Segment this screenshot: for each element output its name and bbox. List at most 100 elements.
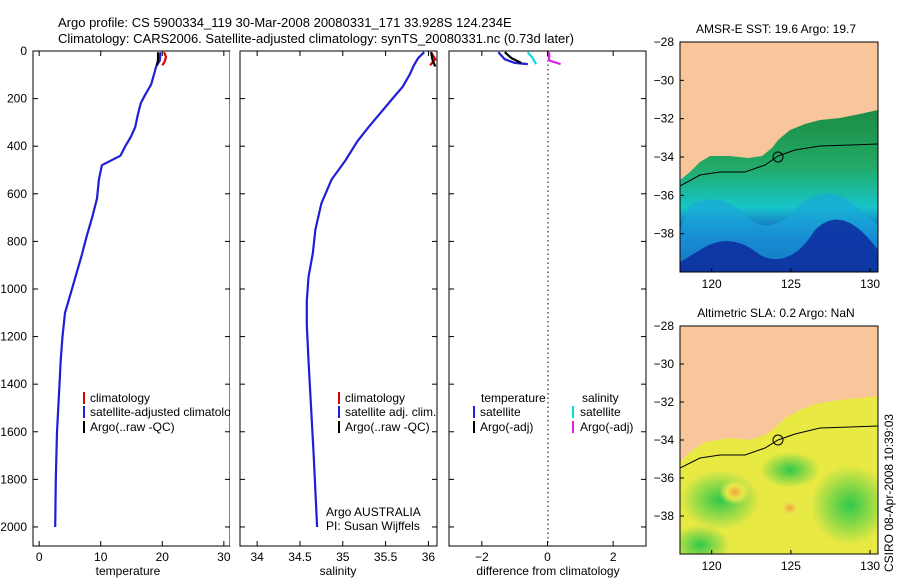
xtick-label: 0 <box>544 550 551 564</box>
ytick-label: 2000 <box>0 520 27 534</box>
series-line-salinity-satellite <box>526 51 537 65</box>
sla-map-ticks: 120 125 130 −28 −30 −32 −34 −36 −38 <box>654 319 881 573</box>
annotation-argo-australia: Argo AUSTRALIA <box>326 505 421 519</box>
xtick-label: 10 <box>94 550 108 564</box>
header-line2: Climatology: CARS2006. Satellite-adjuste… <box>58 31 574 46</box>
series-line-temperature-satellite <box>497 51 528 66</box>
xtick-label: 2 <box>610 550 617 564</box>
sst-map-field <box>680 42 878 272</box>
ytick-label: 800 <box>7 234 27 248</box>
sla-low-west <box>680 470 760 530</box>
xtick-label: 30 <box>217 550 231 564</box>
difference-legend: temperature salinity satellite Argo(-adj… <box>473 391 633 434</box>
salinity-axes-frame <box>239 50 438 547</box>
ytick-label: 1600 <box>0 425 27 439</box>
map-xtick-label: 120 <box>702 559 722 573</box>
sst-map-ticks: 120 125 130 −28 −30 −32 −34 −36 −38 <box>654 35 881 291</box>
xtick-label: 0 <box>36 550 43 564</box>
series-line-argo-raw-qc- <box>429 51 437 67</box>
xtick-label: 36 <box>422 550 436 564</box>
series-line-temperature-argo-adj- <box>504 51 522 64</box>
sst-map-panel: AMSR-E SST: 19.6 Argo: 19.7 120 125 130 −28… <box>654 22 881 291</box>
sla-map-title: Altimetric SLA: 0.2 Argo: NaN <box>697 306 854 320</box>
temperature-panel: 0 10 20 30 0 200 400 600 800 1000 1200 1400 1600 1800… <box>0 44 243 578</box>
difference-xlabel: difference from climatology <box>476 564 619 578</box>
map-ytick-label: −34 <box>654 433 675 447</box>
map-ytick-label: −36 <box>654 471 675 485</box>
sla-high-2 <box>776 496 804 520</box>
sla-contour <box>680 425 878 469</box>
xtick-label: 34 <box>250 550 264 564</box>
legend-temp-satellite: satellite <box>480 405 521 419</box>
temperature-xlabel: temperature <box>96 564 161 578</box>
xtick-label: −2 <box>475 550 489 564</box>
map-xtick-label: 125 <box>781 277 801 291</box>
legend-sal-argo: Argo(-adj) <box>580 420 633 434</box>
ytick-label: 600 <box>7 187 27 201</box>
salinity-legend: climatology satellite adj. clim. Argo(..… <box>338 391 436 434</box>
map-ytick-label: −38 <box>654 509 675 523</box>
ytick-label: 400 <box>7 139 27 153</box>
temperature-series <box>54 51 168 528</box>
header-line1: Argo profile: CS 5900334_119 30-Mar-2008… <box>58 15 512 30</box>
ytick-label: 1200 <box>0 330 27 344</box>
difference-series <box>497 51 561 66</box>
ytick-label: 1800 <box>0 472 27 486</box>
sla-argo-marker <box>772 434 784 446</box>
map-xtick-label: 130 <box>860 559 880 573</box>
series-line-satellite-adjusted-climatology <box>54 52 162 528</box>
temperature-axes-frame <box>32 50 231 547</box>
temperature-legend-clip <box>230 51 240 546</box>
xtick-label: 35.5 <box>374 550 398 564</box>
map-ytick-label: −38 <box>654 227 675 241</box>
map-xtick-label: 120 <box>702 277 722 291</box>
sla-low-east <box>810 465 878 545</box>
ytick-label: 1000 <box>0 282 27 296</box>
sla-high-1 <box>719 479 751 505</box>
annotation-pi: PI: Susan Wijffels <box>326 519 420 533</box>
xtick-label: 34.5 <box>288 550 312 564</box>
series-line-salinity-argo-adj- <box>548 52 561 66</box>
legend-title-temperature: temperature <box>481 391 546 405</box>
salinity-xlabel: salinity <box>320 564 357 578</box>
map-ytick-label: −32 <box>654 112 675 126</box>
sst-map-title: AMSR-E SST: 19.6 Argo: 19.7 <box>696 22 856 36</box>
legend-climatology: climatology <box>90 391 150 405</box>
ytick-label: 1400 <box>0 377 27 391</box>
credit-text: CSIRO 08-Apr-2008 10:39:03 <box>882 414 896 572</box>
sla-map-panel: Altimetric SLA: 0.2 Argo: NaN 120 125 130 −… <box>654 306 881 573</box>
legend-argo: Argo(..raw -QC) <box>90 420 175 434</box>
legend-sat-adj: satellite adj. clim. <box>345 405 436 419</box>
map-ytick-label: −28 <box>654 35 675 49</box>
temperature-ticks: 0 10 20 30 0 200 400 600 800 1000 1200 1400 1600 1800… <box>0 44 231 564</box>
sla-low-mid <box>760 452 820 488</box>
map-xtick-label: 125 <box>781 559 801 573</box>
difference-panel: −2 0 2 difference from climatology tempera… <box>448 50 647 578</box>
xtick-label: 20 <box>156 550 170 564</box>
ytick-label: 200 <box>7 92 27 106</box>
map-ytick-label: −28 <box>654 319 675 333</box>
sla-map-field <box>680 326 878 554</box>
legend-sat-adj: satellite-adjusted climatology <box>90 405 243 419</box>
map-xtick-label: 130 <box>860 277 880 291</box>
sst-argo-marker <box>772 151 784 163</box>
sst-contour <box>680 143 878 187</box>
legend-title-salinity: salinity <box>582 391 619 405</box>
difference-ticks: −2 0 2 <box>449 50 646 564</box>
temperature-legend: climatology satellite-adjusted climatolo… <box>83 391 243 434</box>
series-line-satellite-adj-clim- <box>305 51 425 528</box>
map-ytick-label: −36 <box>654 188 675 202</box>
series-line-argo-raw-qc- <box>155 52 160 66</box>
salinity-panel: 34 34.5 35 35.5 36 salinity climatology sate… <box>239 50 438 578</box>
sst-cold-band <box>680 219 878 272</box>
xtick-label: 35 <box>336 550 350 564</box>
legend-climatology: climatology <box>345 391 405 405</box>
legend-temp-argo: Argo(-adj) <box>480 420 533 434</box>
map-ytick-label: −34 <box>654 150 675 164</box>
sla-low-sw <box>680 525 730 554</box>
legend-sal-satellite: satellite <box>580 405 621 419</box>
ytick-label: 0 <box>20 44 27 58</box>
map-ytick-label: −30 <box>654 73 675 87</box>
series-line-climatology <box>161 51 168 66</box>
